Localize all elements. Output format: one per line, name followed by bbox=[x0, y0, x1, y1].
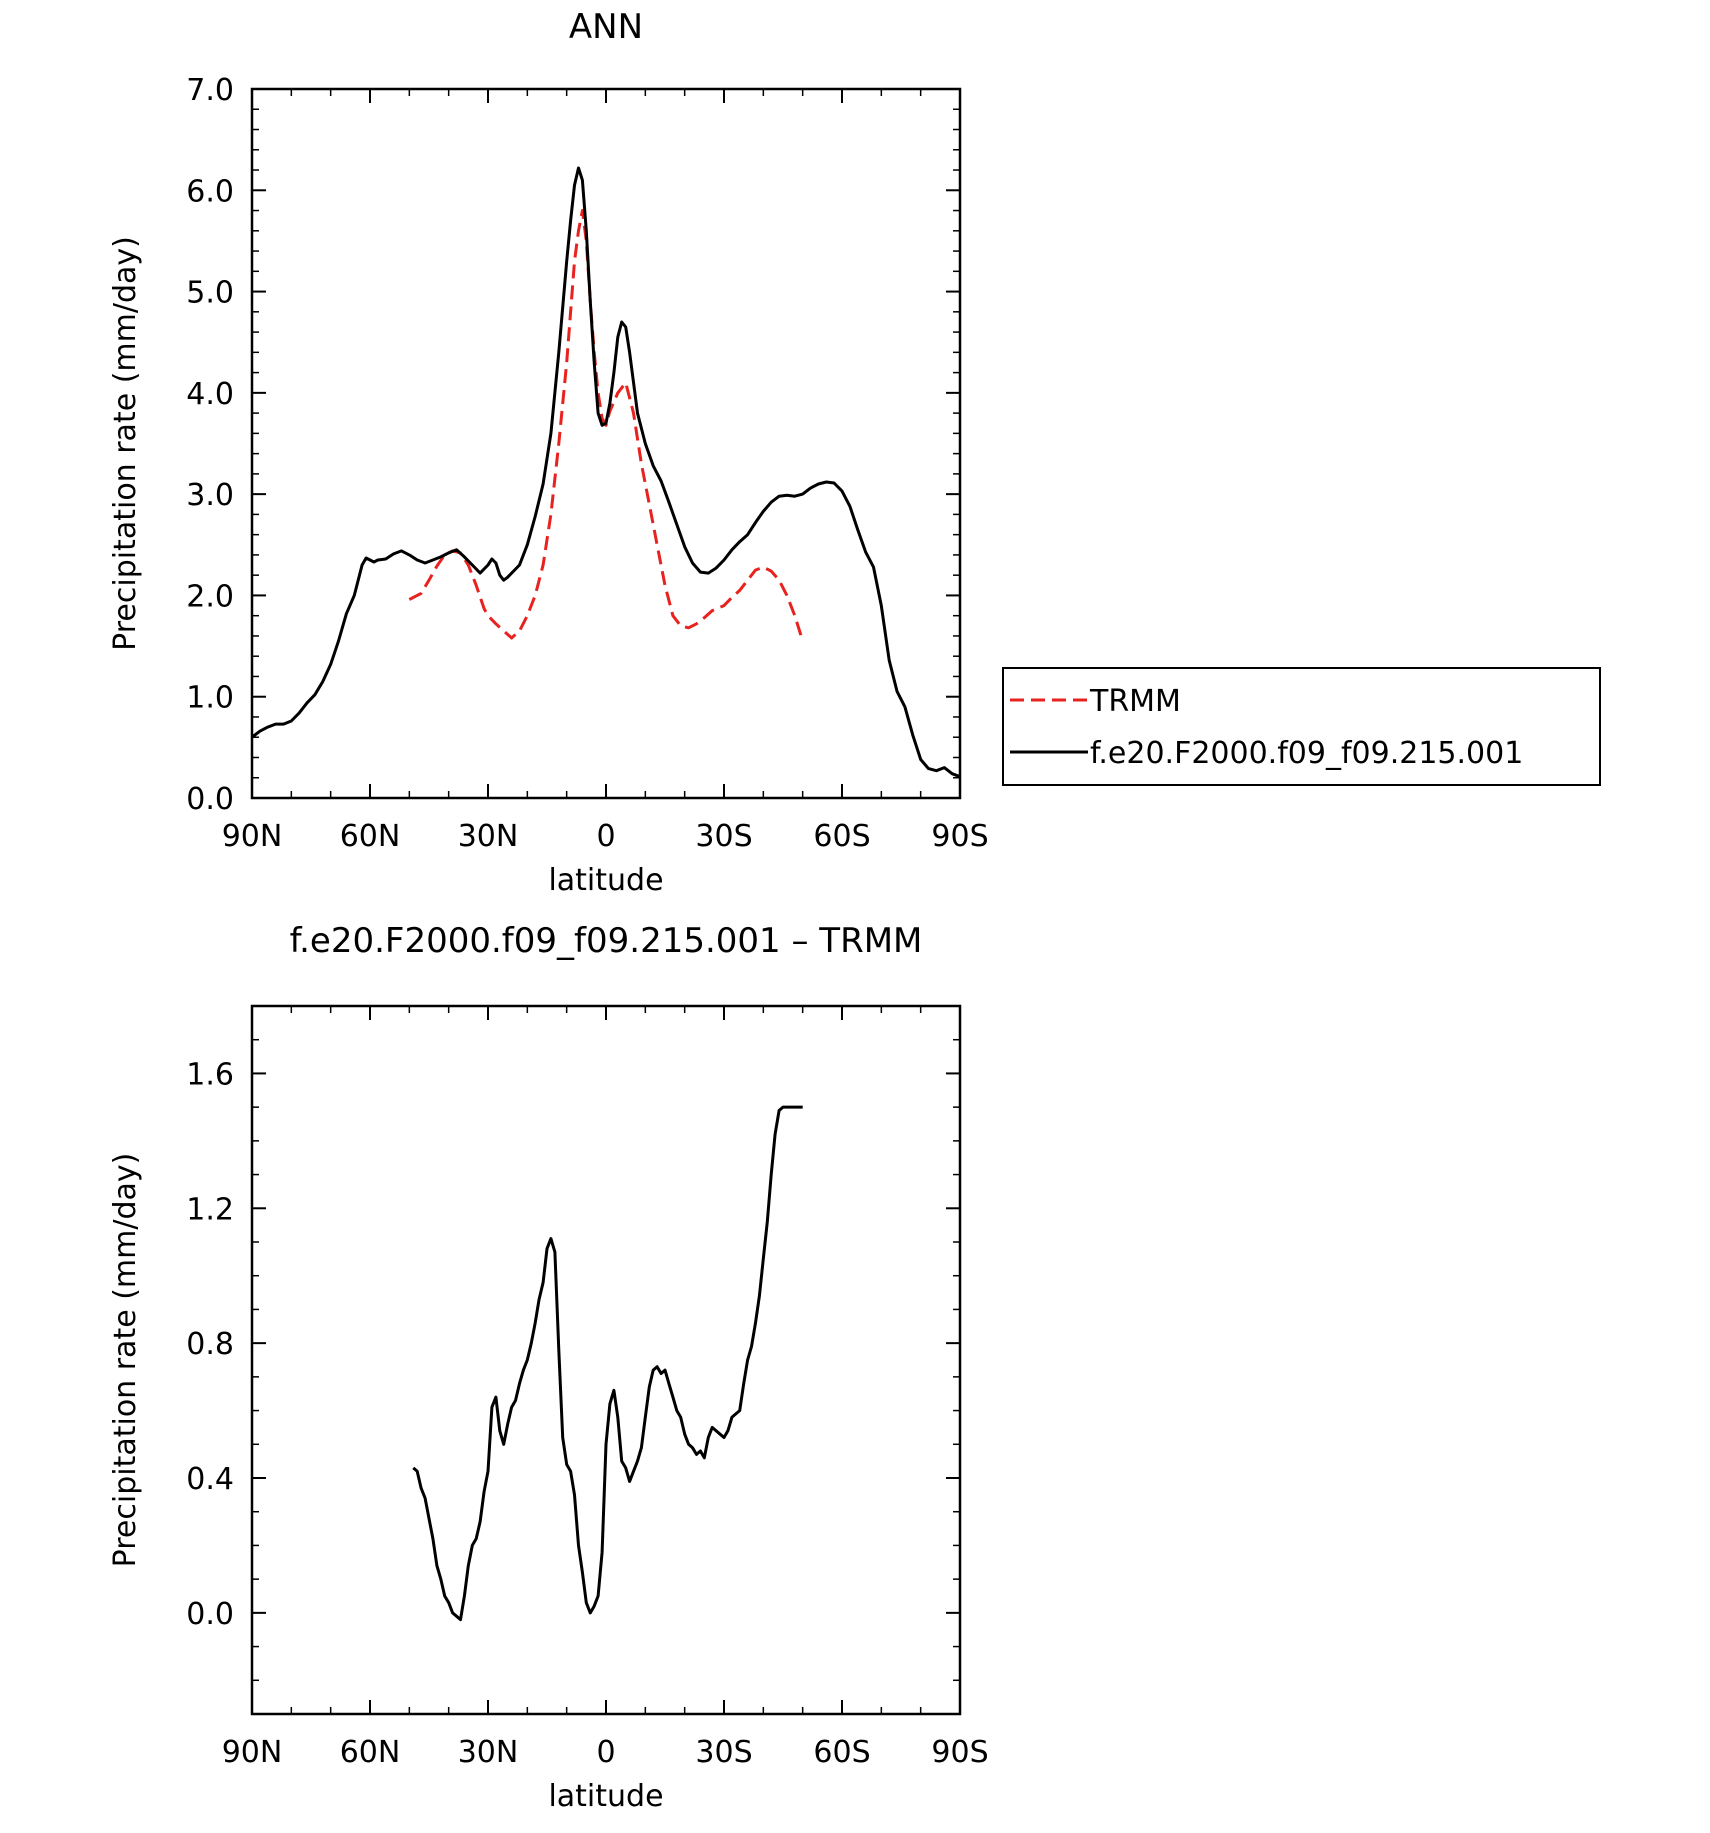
plot-frame bbox=[250, 87, 962, 800]
y-tick-label: 1.6 bbox=[186, 1057, 234, 1092]
legend-box bbox=[1002, 667, 1601, 786]
y-tick-label: 1.0 bbox=[186, 681, 234, 716]
x-tick-label: 90S bbox=[931, 1735, 988, 1770]
y-tick-label: 0.0 bbox=[186, 1597, 234, 1632]
legend-label: f.e20.F2000.f09_f09.215.001 bbox=[1090, 736, 1523, 771]
x-tick-label: 0 bbox=[596, 819, 615, 854]
legend-label: TRMM bbox=[1089, 684, 1181, 719]
x-tick-label: 90N bbox=[222, 1735, 283, 1770]
y-tick-label: 0.0 bbox=[186, 782, 234, 817]
y-tick-label: 2.0 bbox=[186, 579, 234, 614]
x-tick-label: 30S bbox=[695, 1735, 752, 1770]
chart-title: ANN bbox=[569, 7, 643, 47]
y-tick-label: 5.0 bbox=[186, 276, 234, 311]
y-tick-label: 1.2 bbox=[186, 1192, 234, 1227]
y-axis-label: Precipitation rate (mm/day) bbox=[108, 236, 143, 651]
x-tick-label: 90N bbox=[222, 819, 283, 854]
series-line-f-e20-f2000-f09-f09-215-001 bbox=[251, 166, 961, 779]
x-tick-label: 30N bbox=[458, 1735, 519, 1770]
x-tick-label: 60S bbox=[813, 819, 870, 854]
y-tick-label: 7.0 bbox=[186, 73, 234, 108]
x-tick-label: 30S bbox=[695, 819, 752, 854]
x-tick-label: 90S bbox=[931, 819, 988, 854]
y-tick-label: 0.4 bbox=[186, 1462, 234, 1497]
y-tick-label: 4.0 bbox=[186, 377, 234, 412]
x-axis-label: latitude bbox=[548, 863, 663, 898]
x-axis-label: latitude bbox=[548, 1779, 663, 1814]
y-axis-label: Precipitation rate (mm/day) bbox=[108, 1153, 143, 1568]
series-line-difference bbox=[412, 1105, 803, 1622]
y-tick-label: 0.8 bbox=[186, 1327, 234, 1362]
x-tick-label: 0 bbox=[596, 1735, 615, 1770]
plot-frame bbox=[250, 1004, 962, 1716]
y-tick-label: 6.0 bbox=[186, 174, 234, 209]
x-tick-label: 60S bbox=[813, 1735, 870, 1770]
x-tick-label: 30N bbox=[458, 819, 519, 854]
series-line-trmm bbox=[408, 209, 805, 642]
chart-title: f.e20.F2000.f09_f09.215.001 – TRMM bbox=[290, 921, 923, 961]
y-tick-label: 3.0 bbox=[186, 478, 234, 513]
x-tick-label: 60N bbox=[340, 1735, 401, 1770]
x-tick-label: 60N bbox=[340, 819, 401, 854]
